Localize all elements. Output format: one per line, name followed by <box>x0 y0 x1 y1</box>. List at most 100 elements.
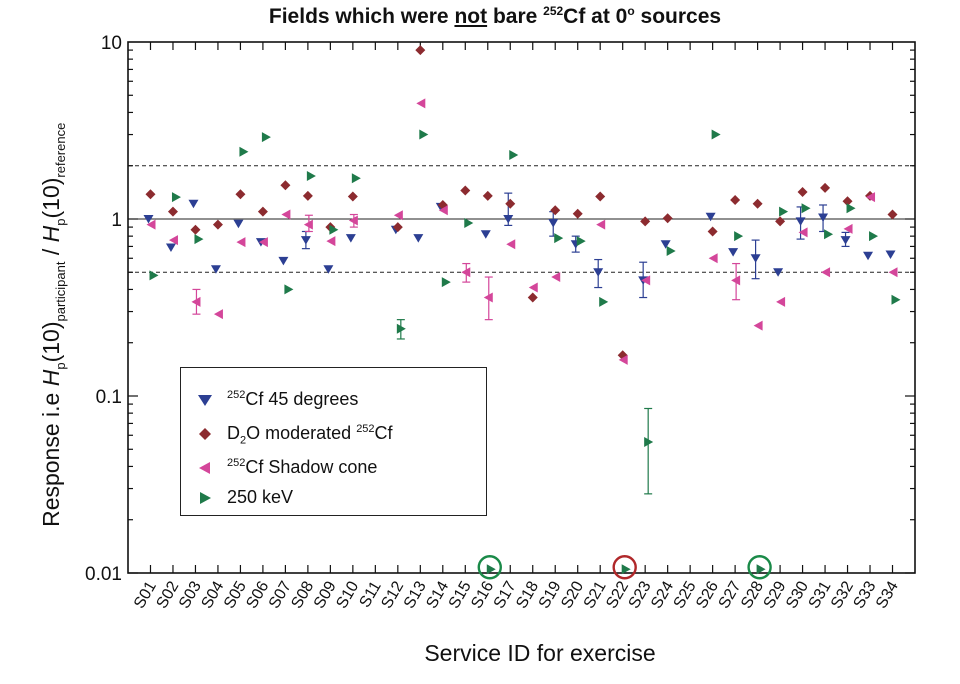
legend-item-cf45: 252Cf 45 degrees <box>181 384 481 418</box>
y-axis-label-part: (10) <box>38 321 65 363</box>
data-point <box>596 219 606 230</box>
y-tick-label: 1 <box>111 210 122 231</box>
plot-frame <box>127 41 916 574</box>
y-axis-label-part: Response i.e <box>38 386 65 527</box>
data-point <box>213 309 223 320</box>
legend-label-shadow: 252Cf Shadow cone <box>227 457 377 478</box>
data-point <box>483 292 493 303</box>
data-point <box>885 250 896 260</box>
x-tick-label: S17 <box>491 578 520 611</box>
data-point <box>824 229 834 240</box>
y-tick-label: 0.01 <box>85 564 122 585</box>
data-point <box>145 189 156 200</box>
x-tick-label: S20 <box>558 578 587 611</box>
triangle-right-icon <box>200 492 211 504</box>
diamond-icon <box>199 428 211 440</box>
legend-label-part: 2 <box>240 434 247 447</box>
data-point <box>323 265 334 274</box>
x-tick-label: S30 <box>783 578 812 611</box>
data-point <box>171 192 181 203</box>
x-tick-label: S22 <box>603 578 632 611</box>
data-point <box>779 206 789 217</box>
x-tick-label: S12 <box>378 578 407 611</box>
data-point <box>461 267 471 278</box>
data-point <box>842 196 853 207</box>
data-point <box>753 320 763 331</box>
data-point <box>576 236 586 247</box>
data-point <box>302 190 313 201</box>
data-point <box>191 296 201 307</box>
x-tick-label: S10 <box>333 578 362 611</box>
data-point <box>731 275 741 286</box>
data-point <box>548 218 559 228</box>
data-point <box>891 294 901 305</box>
y-tick-label: 10 <box>101 33 122 54</box>
data-point <box>821 267 831 278</box>
y-axis-label-part: p <box>52 218 68 226</box>
data-point <box>527 292 538 303</box>
data-point <box>505 198 516 209</box>
y-tick-label: 0.1 <box>96 387 122 408</box>
title-superscript: 252 <box>543 4 564 18</box>
data-point <box>618 354 628 365</box>
data-point <box>416 98 426 109</box>
data-point <box>415 45 426 56</box>
data-point <box>168 235 178 246</box>
data-point <box>750 254 761 263</box>
data-point <box>239 146 249 157</box>
data-point <box>752 198 763 209</box>
x-tick-label: S07 <box>266 578 295 611</box>
data-point <box>236 237 246 248</box>
data-point <box>261 132 271 143</box>
data-point <box>482 190 493 201</box>
x-tick-label: S19 <box>536 578 565 611</box>
y-axis-label-part: p <box>52 362 68 370</box>
data-point <box>773 268 784 277</box>
annotation-circle <box>747 555 772 580</box>
chart-title: Fields which were not bare 252Cf at 0o s… <box>0 4 960 29</box>
data-point <box>300 236 311 245</box>
x-tick-label: S05 <box>221 578 250 611</box>
data-point <box>480 230 491 239</box>
x-tick-label: S13 <box>401 578 430 611</box>
data-point <box>210 265 221 274</box>
data-point <box>278 256 289 266</box>
data-point <box>621 564 631 575</box>
data-point <box>347 191 358 202</box>
x-tick-label: S27 <box>716 578 745 611</box>
legend-label-part: 252 <box>227 457 246 469</box>
x-tick-label: S32 <box>828 578 857 611</box>
x-tick-label: S31 <box>806 578 835 611</box>
data-point <box>730 195 741 206</box>
data-point <box>167 206 178 217</box>
data-point <box>662 213 673 224</box>
data-point <box>464 217 474 228</box>
data-point <box>460 185 471 196</box>
data-point <box>257 206 268 217</box>
data-point <box>641 275 651 286</box>
data-point <box>438 205 448 216</box>
data-point <box>306 170 316 181</box>
legend-label-cf45: 252Cf 45 degrees <box>227 389 358 410</box>
data-point <box>711 129 721 140</box>
data-point <box>640 216 651 227</box>
x-tick-label: S16 <box>468 578 497 611</box>
data-point <box>846 203 856 214</box>
data-point <box>486 564 496 575</box>
data-point <box>351 173 361 184</box>
x-tick-label: S03 <box>176 578 205 611</box>
data-point <box>194 234 204 245</box>
data-point <box>503 215 514 224</box>
x-tick-label: S29 <box>761 578 790 611</box>
title-underlined-word: not <box>454 5 488 28</box>
data-point <box>707 226 718 237</box>
y-axis-label-part: H <box>38 369 65 387</box>
data-point <box>795 217 806 226</box>
data-point <box>599 296 609 307</box>
x-tick-label: S26 <box>693 578 722 611</box>
legend-label-part: 252 <box>356 423 375 435</box>
triangle-left-icon <box>199 462 210 474</box>
x-tick-label: S15 <box>446 578 475 611</box>
data-point <box>708 253 718 264</box>
